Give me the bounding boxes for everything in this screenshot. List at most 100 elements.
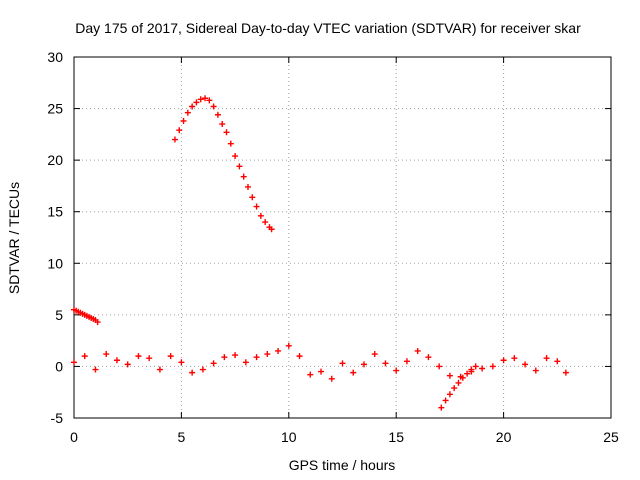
- data-point: [268, 226, 275, 233]
- data-point: [264, 351, 271, 358]
- y-tick-label: 30: [47, 49, 63, 65]
- data-point: [446, 391, 453, 398]
- data-point: [156, 366, 163, 373]
- series-baseline: [71, 342, 569, 382]
- data-point: [180, 117, 187, 124]
- data-point: [221, 354, 228, 361]
- x-tick-label: 20: [496, 429, 512, 445]
- data-point: [562, 369, 569, 376]
- data-point: [176, 127, 183, 134]
- y-tick-label: -5: [51, 410, 64, 426]
- data-point: [240, 173, 247, 180]
- data-point: [244, 183, 251, 190]
- data-point: [167, 353, 174, 360]
- y-tick-label: 25: [47, 101, 63, 117]
- data-point: [210, 103, 217, 110]
- data-point: [124, 361, 131, 368]
- data-point: [414, 347, 421, 354]
- x-tick-label: 15: [388, 429, 404, 445]
- data-point: [113, 357, 120, 364]
- y-tick-label: 10: [47, 255, 63, 271]
- data-point: [94, 319, 101, 326]
- y-tick-label: 15: [47, 204, 63, 220]
- data-point: [227, 140, 234, 147]
- data-point: [178, 359, 185, 366]
- data-point: [146, 355, 153, 362]
- data-point: [442, 397, 449, 404]
- data-point: [202, 95, 209, 102]
- y-tick-labels: -5 0 5 10 15 20 25 30: [47, 49, 63, 426]
- data-point: [339, 360, 346, 367]
- data-point: [455, 379, 462, 386]
- data-point: [214, 111, 221, 118]
- data-point: [275, 347, 282, 354]
- chart-title: Day 175 of 2017, Sidereal Day-to-day VTE…: [75, 20, 581, 36]
- y-tick-label: 0: [55, 358, 63, 374]
- data-point: [197, 96, 204, 103]
- data-point: [438, 404, 445, 411]
- series-arc-dip: [438, 363, 479, 411]
- data-point: [81, 353, 88, 360]
- series-arc-high: [171, 95, 275, 233]
- data-point: [464, 370, 471, 377]
- data-point: [249, 194, 256, 201]
- data-point: [184, 109, 191, 116]
- data-point: [543, 355, 550, 362]
- y-tick-label: 20: [47, 152, 63, 168]
- data-point: [232, 153, 239, 160]
- data-point: [193, 99, 200, 106]
- data-point: [489, 363, 496, 370]
- data-point: [472, 363, 479, 370]
- data-point: [253, 203, 260, 210]
- x-tick-labels: 0 5 10 15 20 25: [70, 429, 619, 445]
- data-point: [189, 103, 196, 110]
- x-tick-label: 0: [70, 429, 78, 445]
- x-axis-label: GPS time / hours: [289, 457, 396, 473]
- data-point: [257, 212, 264, 219]
- plot-frame: [73, 56, 612, 419]
- data-point: [135, 353, 142, 360]
- data-point: [253, 354, 260, 361]
- data-point: [232, 352, 239, 359]
- data-point: [199, 366, 206, 373]
- data-point: [511, 355, 518, 362]
- data-point: [393, 367, 400, 374]
- data-point: [554, 358, 561, 365]
- data-point: [262, 219, 269, 226]
- data-point: [436, 363, 443, 370]
- data-point: [403, 358, 410, 365]
- data-point: [210, 360, 217, 367]
- data-point: [500, 357, 507, 364]
- data-point: [457, 373, 464, 380]
- data-point: [446, 372, 453, 379]
- data-point: [307, 371, 314, 378]
- data-point: [103, 351, 110, 358]
- y-tick-label: 5: [55, 307, 63, 323]
- data-point: [522, 361, 529, 368]
- grid: [74, 57, 611, 418]
- data-point: [328, 375, 335, 382]
- data-point: [382, 360, 389, 367]
- data-point: [468, 368, 475, 375]
- axis-ticks: [73, 56, 612, 419]
- data-point: [350, 369, 357, 376]
- series-arc-start: [71, 306, 101, 326]
- data-point: [425, 354, 432, 361]
- data-point: [296, 353, 303, 360]
- x-tick-label: 10: [281, 429, 297, 445]
- data-point: [285, 342, 292, 349]
- data-point: [206, 97, 213, 104]
- y-axis-label: SDTVAR / TECUs: [6, 182, 22, 294]
- data-point: [479, 365, 486, 372]
- data-point: [451, 385, 458, 392]
- x-tick-label: 25: [603, 429, 619, 445]
- data-point: [223, 129, 230, 136]
- data-point: [189, 369, 196, 376]
- data-point: [318, 368, 325, 375]
- data-points: [71, 95, 569, 411]
- data-point: [532, 367, 539, 374]
- data-point: [242, 359, 249, 366]
- data-point: [219, 121, 226, 128]
- data-point: [236, 163, 243, 170]
